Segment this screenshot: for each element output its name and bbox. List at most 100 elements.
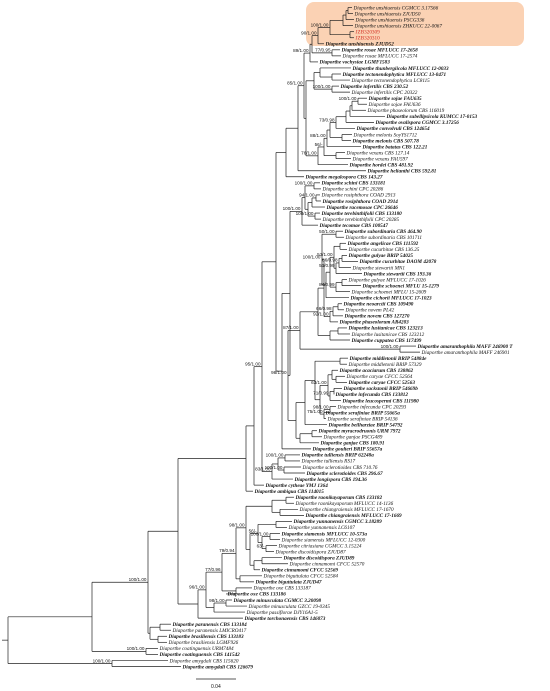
taxon-label: Diaporthe ambigua CBS 114015: [254, 489, 325, 495]
support-value: 87/1.00: [283, 325, 299, 330]
taxon-label: Diaporthe vochysiae LGMF1583: [319, 60, 391, 66]
support-value: 50/1.00: [319, 229, 335, 234]
support-value: 100/1.00: [303, 254, 321, 259]
taxon-label: Diaporthe schoenei MFLU 15-1279: [362, 283, 440, 289]
support-value: 98/1.00: [229, 523, 245, 528]
taxon-label: Diaporthe unshiuensis PSCG336: [355, 17, 425, 23]
taxon-label: Diaporthe terebinthifolii CBS 133180: [321, 211, 403, 217]
support-value: 100/1.00: [295, 181, 313, 186]
taxon-label: Diaporthe schini CBS 133181: [321, 181, 386, 187]
support-value: 89/1.00: [293, 48, 309, 53]
taxon-label: Diaporthe citriasiana CGMCC 3.15224: [278, 542, 362, 549]
taxon-label: Diaporthe tulliensis RS17: [301, 459, 356, 465]
taxon-label: Diaporthe terebinthifolii CPC 20285: [322, 216, 400, 223]
support-value: 92/1.00: [313, 311, 329, 316]
support-value: 100/1.00: [311, 22, 329, 27]
taxon-label: Diaporthe amygdali CBS 115620: [169, 658, 239, 664]
support-value: 98/1.00: [271, 370, 287, 375]
taxon-labels: Diaporthe unshiuensis CGMCC 3.17566 Diapo…: [159, 5, 514, 670]
taxon-label: Diaporthe raonikayaporum MFLUCC 14-1136: [295, 500, 394, 507]
taxon-label: Diaporthe melonis CBS 507.78: [352, 138, 420, 144]
taxon-label: Diaporthe oxe CBS 133187: [253, 586, 312, 592]
taxon-label: Diaporthe tecomae CBS 100547: [319, 223, 389, 229]
taxon-label: Diaporthe passiflorae DJY16A1-5: [246, 609, 319, 616]
taxon-label: Diaporthe minusculata CGMCC 3.20098: [233, 598, 322, 604]
support-value: 75/1.00: [307, 409, 323, 414]
taxon-label: Diaporthe chiangraiensis MFLUCC 17-1670: [299, 507, 395, 513]
taxon-label: Diaporthe ganjae PSCG489: [323, 434, 383, 441]
taxon-label: Diaporthe leucospermi CBS 111980: [342, 398, 420, 404]
support-value: 100/1.00: [93, 658, 111, 663]
taxon-label: Diaporthe cucurbitae DAOM 42078: [359, 259, 437, 265]
taxon-label: Diaporthe thunbergiicola MFLUCC 12-0033: [352, 66, 450, 72]
support-value: 100/1.00: [339, 96, 357, 101]
support-value: 63/-: [257, 543, 265, 548]
taxon-label: Diaporthe discoidispora ZJUD89: [283, 555, 355, 561]
taxon-label: Diaporthe amaranthophila MAFF 246901: [421, 349, 510, 356]
taxon-label: Diaporthe brasiliensis LGMF926: [168, 640, 239, 646]
taxon-label: Diaporthe serafiniae BRIP 55665a: [325, 410, 401, 416]
taxon-label: Diaporthe rosae MFLUCC 17-2574: [342, 53, 418, 60]
support-value: 95/1.00: [245, 361, 261, 366]
taxon-label: Diaporthe subellipsicola KUMCC 17-0153: [386, 114, 478, 120]
support-value: 77/0.95: [315, 48, 331, 53]
taxon-label: Diaporthe coatinguensis URM7484: [159, 645, 234, 652]
support-value: 100/1.00: [251, 531, 269, 536]
taxon-label: Diaporthe cinnamomi CFCC 52569: [261, 568, 339, 574]
support-value: 76/1.00: [301, 151, 317, 156]
support-value: 100/1.00: [129, 577, 147, 582]
taxon-label: Diaporthe stewartii MN1: [352, 265, 406, 271]
taxon-label: Diaporthe infecunda CPC 20293: [337, 403, 407, 410]
taxon-label: Diaporthe sclerotioides CBS 296.67: [306, 471, 383, 477]
taxon-label: Diaporthe tectonendophytica MFLUCC 13-04…: [342, 72, 447, 78]
taxon-label: Diaporthe ganjae CBS 180.91: [320, 441, 385, 447]
taxon-label: Diaporthe oxe CBS 133186: [227, 592, 287, 598]
taxon-label: Diaporthe unshiuensis CGMCC 3.17566: [353, 5, 439, 11]
tree-branches: [2, 7, 420, 667]
taxon-label: Diaporthe racemosae CPC 26646: [326, 205, 399, 211]
highlight-box: [306, 2, 524, 46]
scale-bar: 0.04: [196, 678, 236, 690]
support-value: 84/0.99: [319, 282, 335, 287]
taxon-label: Diaporthe siamensis MFLUCC 10-573a: [281, 531, 368, 537]
support-value: 56/-: [249, 528, 257, 533]
taxon-label: Diaporthe helianthi CBS 592.81: [367, 169, 437, 175]
taxon-label: Diaporthe paranensis CBS 133184: [172, 622, 248, 628]
taxon-label: Diaporthe tulliensis BRIP 62248a: [301, 453, 375, 459]
taxon-label: Diaporthe gulyae BRIP 54025: [348, 253, 414, 259]
taxon-label: Diaporthe goulteri BRIP 55657a: [312, 447, 383, 453]
taxon-label: Diaporthe brasiliensis CBS 133183: [168, 634, 244, 640]
taxon-label: JZB320309: [356, 29, 381, 35]
taxon-label: Diaporthe torchonaensis CBS 146073: [244, 616, 326, 622]
support-value: 90/1.00: [301, 30, 317, 35]
support-value: 88/1.00: [310, 133, 326, 138]
taxon-label: Diaporthe minusculata GZCC 19-0345: [248, 603, 331, 610]
taxon-label: Diaporthe lusitanicae CBS 123213: [348, 326, 424, 332]
taxon-label: Diaporthe yunnanensis LC6107: [288, 525, 356, 531]
support-value: 51/0.99: [319, 263, 335, 268]
taxon-label: Diaporthe cinnamomi CFCC 52570: [289, 562, 365, 568]
taxon-label: Diaporthe serafiniae BRIP 54136: [327, 415, 398, 422]
taxon-label: Diaporthe caryae CFCC 52564: [346, 373, 413, 380]
support-value: 98/1.00: [209, 598, 225, 603]
taxon-label: Diaporthe gulyae MFLUCC 17-1026: [348, 277, 427, 283]
taxon-label: Diaporthe stewartii CBS 193.36: [363, 271, 432, 277]
support-value: 100/1.00: [266, 453, 284, 458]
taxon-label: Diaporthe biguttulata ZJUD47: [255, 580, 322, 586]
support-value: 100/1.00: [313, 84, 331, 89]
taxon-label: Diaporthe unshiuensis ZJUD52: [325, 42, 395, 48]
taxon-label: Diaporthe amygdali CBS 126679: [182, 664, 254, 670]
taxon-label: Diaporthe convolvuli CBS 124654: [356, 126, 430, 132]
taxon-label: Diaporthe middletonii BRIP 57329: [348, 362, 422, 368]
support-value: 79/0.94: [219, 548, 235, 553]
taxon-label: Diaporthe infertilis CBS 230.52: [340, 84, 409, 90]
taxon-label: Diaporthe vexans CBS 127.14: [346, 149, 410, 156]
taxon-label: Diaporthe sclerotioides CBS 710.76: [302, 465, 378, 471]
taxon-label: Diaporthe lusitanicae CBS 123212: [351, 332, 425, 338]
taxon-label: Diaporthe amaranthophila MAFF 246900 T: [417, 344, 514, 350]
taxon-label: Diaporthe rosae MFLUCC 17-2658: [341, 48, 419, 54]
taxon-label: Diaporthe cichorii MFLUCC 17-1023: [350, 296, 433, 302]
support-value: 53/1.00: [317, 252, 333, 257]
taxon-label: Diaporthe infecunda CBS 133812: [335, 392, 409, 398]
support-value: 83/1.00: [255, 466, 271, 471]
